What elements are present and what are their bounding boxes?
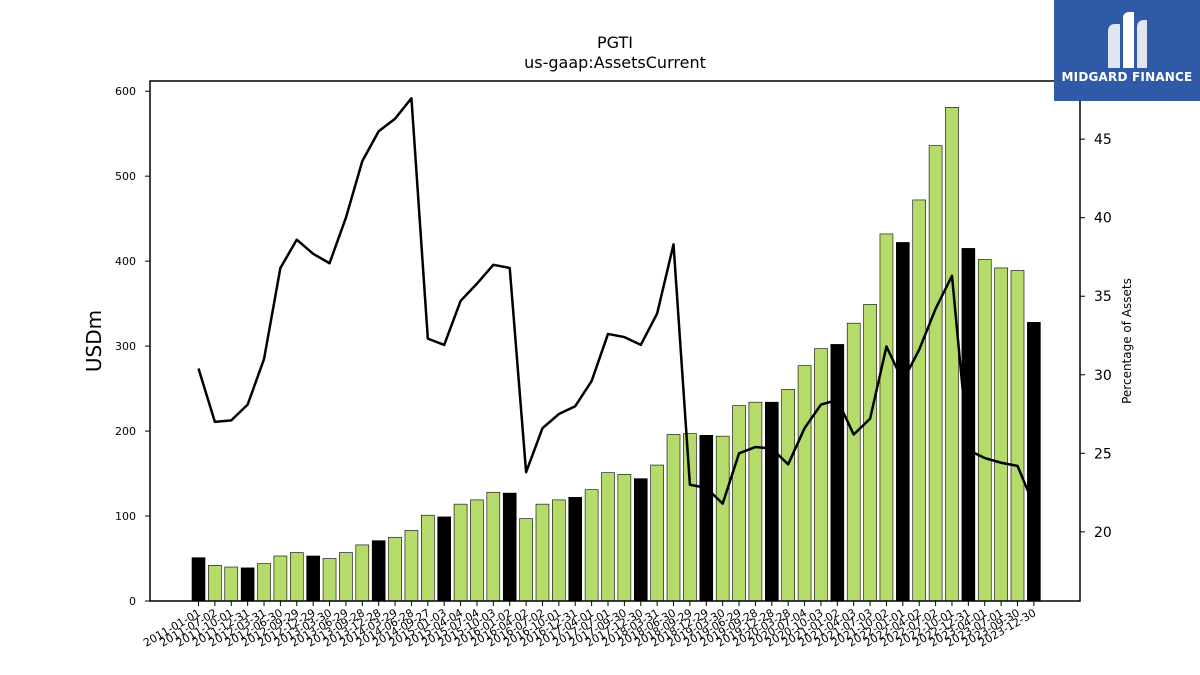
- bar-2018-09-29: [683, 433, 697, 602]
- bar-2013-09-28: [355, 544, 370, 602]
- x-axis: 2011-01-012011-07-022011-10-012011-12-31…: [141, 601, 1038, 650]
- bar-2013-12-28: [371, 540, 386, 602]
- bar-2020-03-28: [781, 389, 795, 602]
- chart-subtitle: us-gaap:AssetsCurrent: [524, 53, 706, 72]
- y2-tick-label: 40: [1094, 211, 1112, 227]
- bar-2012-03-31: [257, 563, 271, 602]
- bar-2019-12-28: [764, 401, 779, 602]
- y-axis-left: 0 100 200 300 400 500 600: [115, 85, 150, 608]
- chart-title: PGTI: [597, 33, 633, 52]
- bar-2019-09-28: [748, 401, 763, 602]
- bar-2023-07-01: [994, 267, 1008, 602]
- bar-2016-04-02: [519, 518, 533, 602]
- brand-logo: MIDGARD FINANCE: [1054, 0, 1200, 101]
- bar-2021-10-02: [879, 233, 894, 602]
- bar-2012-09-29: [289, 552, 304, 602]
- bar-2013-06-29: [339, 552, 353, 602]
- bar-2018-06-30: [666, 434, 681, 602]
- plot-frame: [149, 80, 1081, 602]
- bar-2022-07-02: [928, 145, 943, 602]
- bar-2018-03-31: [650, 464, 664, 602]
- pct-of-assets-line: [197, 97, 1036, 506]
- bar-2016-07-02: [535, 503, 550, 602]
- bar-2021-07-03: [863, 304, 877, 602]
- bar-2015-04-04: [453, 503, 468, 602]
- bar-2011-12-31: [240, 567, 255, 602]
- bar-2014-09-27: [421, 514, 435, 602]
- y2-tick-label: 35: [1094, 289, 1112, 305]
- logo-mark-icon: [1108, 12, 1147, 68]
- y2-tick-label: 25: [1094, 446, 1112, 462]
- bar-2022-12-31: [961, 248, 976, 602]
- bar-2012-12-29: [306, 555, 320, 602]
- bar-2017-09-30: [617, 474, 632, 602]
- y2-tick-label: 45: [1094, 132, 1112, 148]
- bar-2019-06-29: [732, 405, 746, 602]
- bar-2015-07-04: [470, 499, 484, 602]
- bar-2020-10-03: [814, 348, 828, 602]
- y2-tick-label: 20: [1094, 525, 1112, 541]
- logo-text: MIDGARD FINANCE: [1061, 70, 1193, 84]
- bar-2022-01-01: [896, 242, 910, 602]
- y-axis-right: 20 25 30 35 40 45: [1080, 132, 1112, 541]
- bar-2022-10-01: [945, 107, 959, 602]
- y2-axis-label: Percentage of Assets: [1120, 278, 1134, 404]
- bar-2018-12-29: [699, 435, 714, 602]
- bars-layer: [191, 107, 1041, 602]
- bar-2016-12-31: [568, 497, 583, 602]
- bar-2011-01-01: [191, 557, 206, 602]
- y-tick-label: 300: [115, 340, 136, 353]
- bar-2022-04-02: [912, 199, 927, 602]
- bar-2019-03-30: [715, 435, 730, 602]
- bar-2015-10-03: [486, 491, 501, 602]
- y-tick-label: 600: [115, 85, 136, 98]
- bar-2021-04-03: [846, 322, 861, 602]
- bar-2017-04-01: [584, 489, 599, 602]
- bar-2012-06-30: [273, 555, 288, 602]
- line-layer: [197, 97, 1036, 506]
- y-tick-label: 0: [129, 595, 136, 608]
- bar-2017-12-30: [633, 478, 648, 602]
- y-tick-label: 100: [115, 510, 136, 523]
- bar-2011-07-02: [208, 565, 222, 602]
- bar-2017-07-01: [601, 472, 615, 602]
- bar-2014-03-29: [388, 536, 402, 602]
- y-axis-label: USDm: [82, 310, 106, 372]
- y2-tick-label: 30: [1094, 368, 1112, 384]
- y-tick-label: 200: [115, 425, 136, 438]
- bar-2023-04-01: [977, 259, 992, 602]
- bar-2016-01-02: [502, 492, 517, 602]
- bar-2011-10-01: [224, 566, 239, 602]
- y-tick-label: 400: [115, 255, 136, 268]
- bar-2023-09-30: [1010, 270, 1025, 602]
- bar-2014-06-28: [404, 530, 419, 602]
- bar-2015-01-03: [437, 516, 452, 602]
- bar-2020-07-04: [797, 365, 812, 602]
- bar-2023-12-30: [1027, 322, 1041, 602]
- bar-2016-10-01: [552, 499, 566, 602]
- bar-2021-01-02: [830, 344, 845, 602]
- bar-2013-03-30: [322, 558, 337, 602]
- y-tick-label: 500: [115, 170, 136, 183]
